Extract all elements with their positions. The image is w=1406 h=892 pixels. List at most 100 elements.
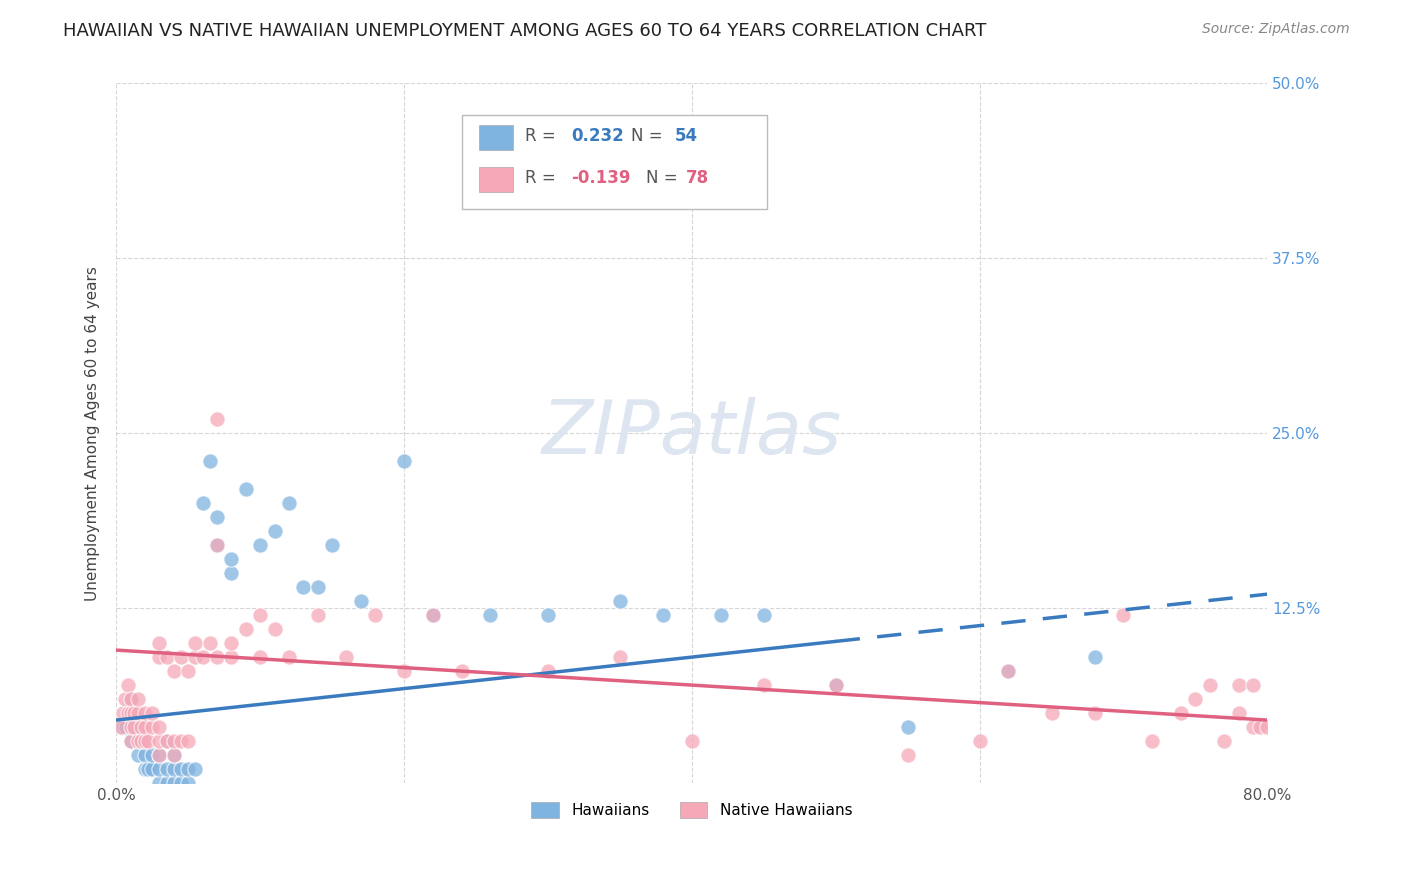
- Point: [249, 538, 271, 552]
- Point: [710, 608, 733, 623]
- Point: [205, 412, 228, 426]
- Point: [127, 734, 149, 748]
- Point: [277, 650, 299, 665]
- Text: 54: 54: [675, 127, 697, 145]
- Point: [114, 692, 136, 706]
- FancyBboxPatch shape: [479, 126, 513, 150]
- Text: R =: R =: [524, 169, 561, 186]
- Point: [652, 608, 675, 623]
- Point: [156, 776, 179, 790]
- Point: [307, 608, 329, 623]
- Point: [997, 664, 1019, 678]
- Text: 0.232: 0.232: [571, 127, 624, 145]
- Point: [752, 608, 775, 623]
- Text: R =: R =: [524, 127, 561, 145]
- Point: [163, 762, 186, 776]
- Point: [184, 762, 207, 776]
- Point: [110, 720, 132, 734]
- Point: [969, 734, 991, 748]
- Point: [127, 692, 149, 706]
- Point: [392, 664, 415, 678]
- FancyBboxPatch shape: [479, 168, 513, 192]
- Point: [120, 692, 142, 706]
- Point: [198, 636, 221, 650]
- Point: [170, 776, 193, 790]
- Point: [1084, 650, 1107, 665]
- Point: [1198, 678, 1220, 692]
- Point: [120, 720, 142, 734]
- Point: [292, 580, 315, 594]
- Point: [1227, 678, 1250, 692]
- Point: [897, 720, 920, 734]
- Point: [170, 650, 193, 665]
- Point: [134, 747, 156, 762]
- Point: [148, 747, 170, 762]
- Point: [120, 706, 142, 720]
- Point: [479, 608, 502, 623]
- Point: [134, 720, 156, 734]
- Text: 78: 78: [686, 169, 709, 186]
- Point: [148, 776, 170, 790]
- Point: [1241, 678, 1264, 692]
- Point: [277, 496, 299, 510]
- Point: [148, 636, 170, 650]
- Point: [1241, 720, 1264, 734]
- Point: [422, 608, 444, 623]
- Legend: Hawaiians, Native Hawaiians: Hawaiians, Native Hawaiians: [526, 797, 858, 824]
- Point: [134, 762, 156, 776]
- Point: [1142, 734, 1164, 748]
- Point: [824, 678, 846, 692]
- Text: Source: ZipAtlas.com: Source: ZipAtlas.com: [1202, 22, 1350, 37]
- Point: [221, 650, 243, 665]
- Point: [350, 594, 373, 608]
- Point: [191, 496, 214, 510]
- Point: [156, 734, 179, 748]
- Point: [205, 538, 228, 552]
- Point: [537, 608, 560, 623]
- Point: [752, 678, 775, 692]
- FancyBboxPatch shape: [461, 115, 766, 210]
- Point: [1184, 692, 1206, 706]
- Point: [120, 734, 142, 748]
- Point: [249, 608, 271, 623]
- Point: [205, 538, 228, 552]
- Point: [129, 720, 152, 734]
- Point: [221, 566, 243, 581]
- Y-axis label: Unemployment Among Ages 60 to 64 years: Unemployment Among Ages 60 to 64 years: [86, 266, 100, 600]
- Point: [537, 664, 560, 678]
- Point: [170, 734, 193, 748]
- Point: [148, 734, 170, 748]
- Point: [117, 706, 139, 720]
- Point: [321, 538, 343, 552]
- Point: [134, 706, 156, 720]
- Point: [163, 747, 186, 762]
- Point: [127, 706, 149, 720]
- Point: [136, 762, 159, 776]
- Point: [163, 664, 186, 678]
- Point: [156, 762, 179, 776]
- Point: [307, 580, 329, 594]
- Point: [163, 747, 186, 762]
- Text: -0.139: -0.139: [571, 169, 630, 186]
- Point: [120, 734, 142, 748]
- Point: [163, 734, 186, 748]
- Point: [450, 664, 472, 678]
- Point: [141, 720, 163, 734]
- Point: [129, 734, 152, 748]
- Point: [609, 594, 631, 608]
- Point: [191, 650, 214, 665]
- Text: N =: N =: [631, 127, 668, 145]
- Point: [117, 678, 139, 692]
- Point: [221, 552, 243, 566]
- Point: [177, 776, 200, 790]
- Point: [824, 678, 846, 692]
- Point: [249, 650, 271, 665]
- Point: [170, 762, 193, 776]
- Point: [263, 622, 285, 636]
- Point: [1040, 706, 1063, 720]
- Point: [184, 650, 207, 665]
- Point: [122, 720, 145, 734]
- Point: [148, 762, 170, 776]
- Point: [184, 636, 207, 650]
- Point: [235, 482, 257, 496]
